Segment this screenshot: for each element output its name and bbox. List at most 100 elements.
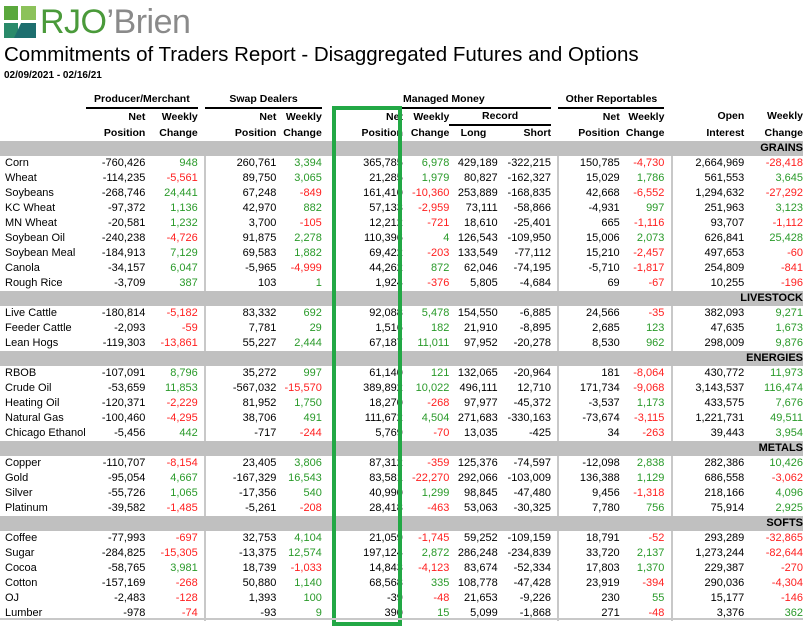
value-cell: 433,575	[704, 397, 745, 409]
weekly-change-cell: -35	[648, 307, 665, 319]
value-cell: 382,093	[704, 307, 745, 319]
logo-wordmark: RJO’Brien	[40, 3, 191, 41]
value-cell: 686,558	[704, 472, 745, 484]
column-gap	[550, 201, 560, 216]
weekly-change-cell: 997	[646, 202, 665, 214]
weekly-change-cell: -28,418	[765, 157, 803, 169]
value-cell: 111,672	[364, 412, 403, 424]
weekly-change-cell: 4,504	[421, 412, 450, 424]
column-gap	[664, 276, 673, 291]
column-gap	[322, 501, 337, 516]
commodity-name: Sugar	[5, 547, 35, 559]
value-cell: -45,372	[513, 397, 551, 409]
weekly-change-cell: 55	[652, 592, 665, 604]
table-row: Feeder Cattle -2,093 -59 7,781 29 1,516 182 21,…	[0, 321, 803, 336]
column-gap	[197, 276, 207, 291]
weekly-change-cell: 11,973	[770, 367, 803, 379]
value-cell: 271,683	[457, 412, 498, 424]
column-gap	[550, 216, 560, 231]
value-cell: -74,597	[513, 457, 551, 469]
table-row: Natural Gas -100,460 -4,295 38,706 491 111,67…	[0, 411, 803, 426]
column-gap	[322, 591, 337, 606]
weekly-change-cell: -82,644	[765, 547, 803, 559]
value-cell: -3,709	[114, 277, 146, 289]
value-cell: 12,212	[369, 217, 403, 229]
value-cell: 15,006	[586, 232, 620, 244]
value-cell: -30,325	[513, 502, 551, 514]
weekly-change-cell: 1,673	[775, 322, 803, 334]
column-gap	[197, 156, 207, 171]
weekly-change-cell: 11,011	[417, 337, 450, 349]
value-cell: 44,262	[369, 262, 403, 274]
value-cell: 59,252	[464, 532, 498, 544]
weekly-change-cell: -8,154	[166, 457, 198, 469]
hdr-net: Net	[259, 110, 277, 123]
column-gap	[197, 426, 207, 441]
column-gap	[664, 186, 673, 201]
column-gap	[197, 606, 207, 621]
value-cell: -109,950	[507, 232, 551, 244]
value-cell: -52,334	[513, 562, 551, 574]
weekly-change-cell: 11,853	[164, 382, 198, 394]
weekly-change-cell: 100	[303, 592, 322, 604]
commodity-name: Canola	[5, 262, 40, 274]
value-cell: 254,809	[704, 262, 745, 274]
table-row: MN Wheat -20,581 1,232 3,700 -105 12,212 -721 1…	[0, 216, 803, 231]
value-cell: -47,480	[513, 487, 551, 499]
hdr-change: Change	[410, 126, 450, 139]
value-cell: 626,841	[704, 232, 745, 244]
weekly-change-cell: -32,865	[765, 532, 803, 544]
value-cell: -168,835	[507, 187, 551, 199]
value-cell: -2,093	[114, 322, 146, 334]
value-cell: 15,029	[586, 172, 620, 184]
value-cell: 561,553	[704, 172, 745, 184]
value-cell: -120,371	[101, 397, 146, 409]
weekly-change-cell: -4,730	[633, 157, 665, 169]
commodity-name: Soybeans	[5, 187, 54, 199]
commodity-name: MN Wheat	[5, 217, 57, 229]
column-gap	[322, 366, 337, 381]
value-cell: 125,376	[457, 457, 498, 469]
value-cell: 1,294,632	[695, 187, 745, 199]
weekly-change-cell: -5,561	[166, 172, 198, 184]
column-gap	[550, 246, 560, 261]
commodity-name: Feeder Cattle	[5, 322, 72, 334]
value-cell: -73,674	[582, 412, 620, 424]
value-cell: 14,843	[369, 562, 403, 574]
column-gap	[664, 456, 673, 471]
value-cell: -284,825	[101, 547, 146, 559]
section-header-row: METALS	[0, 441, 803, 456]
value-cell: -157,169	[101, 577, 146, 589]
weekly-change-cell: 491	[303, 412, 322, 424]
value-cell: 18,739	[242, 562, 277, 574]
column-gap	[197, 186, 207, 201]
weekly-change-cell: -394	[642, 577, 665, 589]
column-gap	[550, 501, 560, 516]
weekly-change-cell: 2,444	[294, 337, 322, 349]
weekly-change-cell: 1,065	[170, 487, 198, 499]
column-gap	[197, 561, 207, 576]
column-gap	[550, 261, 560, 276]
column-gap	[550, 546, 560, 561]
value-cell: -20,964	[513, 367, 551, 379]
hdr-weekly: Weekly	[285, 110, 322, 123]
weekly-change-cell: -9,068	[633, 382, 665, 394]
section-header-row: SOFTS	[0, 516, 803, 531]
commodity-name: Platinum	[5, 502, 48, 514]
group-managed: Managed Money	[336, 92, 551, 109]
column-gap	[322, 276, 337, 291]
value-cell: 98,845	[464, 487, 498, 499]
weekly-change-cell: -59	[181, 322, 198, 334]
column-gap	[322, 246, 337, 261]
column-gap	[197, 261, 207, 276]
value-cell: 92,088	[369, 307, 403, 319]
value-cell: 34	[607, 427, 620, 439]
value-cell: 181	[601, 367, 620, 379]
value-cell: 8,530	[592, 337, 620, 349]
weekly-change-cell: -146	[780, 592, 803, 604]
column-gap	[664, 156, 673, 171]
value-cell: -1,868	[519, 607, 551, 619]
weekly-change-cell: -697	[175, 532, 198, 544]
weekly-change-cell: -244	[299, 427, 322, 439]
value-cell: 23,405	[242, 457, 277, 469]
